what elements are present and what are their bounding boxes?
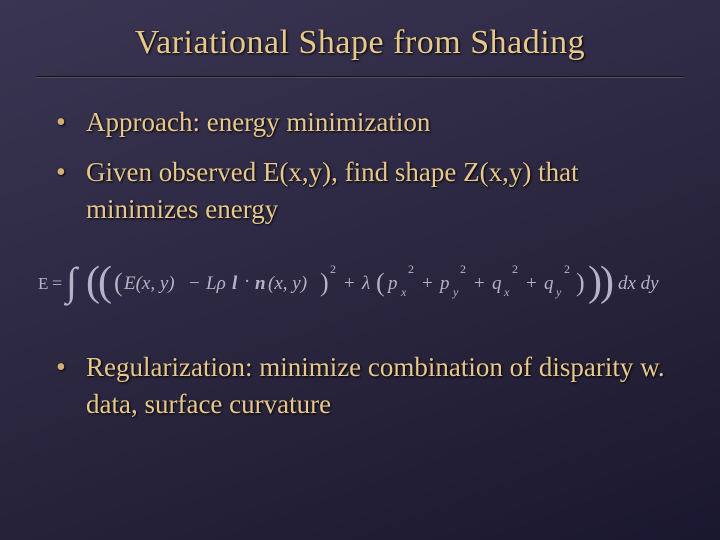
eq-qy-sq: 2 — [564, 262, 570, 276]
eq-dxdy: dx dy — [618, 273, 659, 294]
title-underline — [36, 76, 684, 78]
bullet-list: Approach: energy minimization Given obse… — [56, 104, 676, 227]
bullet-list-2: Regularization: minimize combination of … — [56, 349, 676, 422]
eq-qx-sq: 2 — [512, 262, 518, 276]
bullet-3: Regularization: minimize combination of … — [56, 349, 676, 422]
eq-l: l — [232, 273, 238, 294]
eq-lambda: λ — [361, 273, 370, 294]
eq-plus3: + — [474, 273, 485, 294]
eq-equals: = — [52, 273, 62, 293]
eq-plus4: + — [526, 273, 537, 294]
eq-rparen-reg: ) — [576, 268, 585, 297]
eq-px: p — [386, 273, 398, 294]
eq-args: (x, y) — [268, 273, 307, 294]
eq-py-sq: 2 — [460, 262, 466, 276]
eq-qy-sub: y — [555, 285, 562, 299]
eq-qx-sub: x — [503, 285, 510, 299]
eq-lhs: E — [38, 274, 48, 293]
eq-n: n — [255, 273, 266, 294]
eq-py-sub: y — [452, 285, 459, 299]
eq-lparen-inner: ( — [114, 268, 123, 297]
eq-plus1: + — [344, 273, 355, 294]
eq-px-sub: x — [400, 285, 407, 299]
eq-lparen-reg: ( — [376, 268, 385, 297]
slide: Variational Shape from Shading Approach:… — [0, 0, 720, 540]
eq-py: p — [438, 273, 450, 294]
spacer — [32, 341, 688, 349]
eq-px-sq: 2 — [408, 262, 414, 276]
eq-dot: · — [244, 271, 250, 292]
eq-minus: − — [189, 273, 200, 294]
bullet-1: Approach: energy minimization — [56, 104, 676, 140]
eq-lparen-outer2: ( — [98, 259, 112, 305]
eq-Lrho: Lρ — [205, 273, 226, 294]
integral-icon: ∫ — [63, 259, 80, 306]
eq-Exy: E(x, y) — [123, 273, 175, 294]
eq-plus2: + — [422, 273, 433, 294]
eq-sq1: 2 — [330, 262, 336, 276]
eq-rparen-outer2: ) — [600, 259, 614, 305]
energy-equation: E = ∫ ( ( ( E(x, y) − Lρ l · n (x, y) — [32, 251, 688, 311]
bullet-2: Given observed E(x,y), find shape Z(x,y)… — [56, 154, 676, 227]
eq-rparen-inner: ) — [320, 268, 329, 297]
eq-qx: q — [492, 273, 502, 294]
eq-qy: q — [544, 273, 554, 294]
slide-title: Variational Shape from Shading — [32, 24, 688, 62]
